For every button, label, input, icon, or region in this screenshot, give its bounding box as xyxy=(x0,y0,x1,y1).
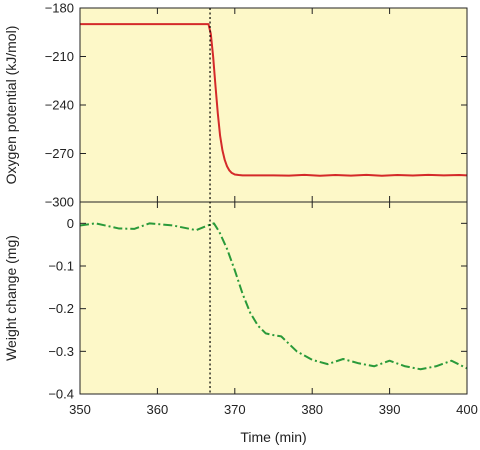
weight-ytick-label: 0 xyxy=(67,216,74,231)
bottom-plot-frame xyxy=(79,201,468,395)
oxygen-potential-panel: −180 −210 −240 −270 −300 Oxygen potential (k… xyxy=(3,1,468,210)
time-xtick-label: 400 xyxy=(456,402,478,417)
weight-ytick-label: −0.4 xyxy=(48,387,74,402)
oxygen-ytick-label: −270 xyxy=(45,146,74,161)
oxygen-ytick-label: −240 xyxy=(45,98,74,113)
time-axis-title: Time (min) xyxy=(240,429,306,445)
time-xtick-label: 350 xyxy=(69,402,91,417)
weight-ytick-label: −0.1 xyxy=(48,259,74,274)
weight-change-axis-title: Weight change (mg) xyxy=(3,235,19,361)
weight-ytick-label: −0.3 xyxy=(48,344,74,359)
oxygen-series-line xyxy=(80,23,468,177)
weight-ytick-label: −0.2 xyxy=(48,301,74,316)
oxygen-ytick-label: −210 xyxy=(45,49,74,64)
oxygen-ytick-label: −180 xyxy=(45,1,74,16)
weight-series-line xyxy=(79,222,468,371)
time-xtick-label: 380 xyxy=(301,402,323,417)
time-xtick-label: 390 xyxy=(379,402,401,417)
weight-change-panel: 0 −0.1 −0.2 −0.3 −0.4 Weight change (mg) xyxy=(3,201,468,402)
oxygen-potential-axis-title: Oxygen potential (kJ/mol) xyxy=(3,26,19,185)
time-xtick-label: 360 xyxy=(147,402,169,417)
bottom-plot-area xyxy=(80,202,467,394)
top-plot-area xyxy=(80,8,467,202)
time-xtick-label: 370 xyxy=(224,402,246,417)
oxygen-ytick-label: −300 xyxy=(45,195,74,210)
